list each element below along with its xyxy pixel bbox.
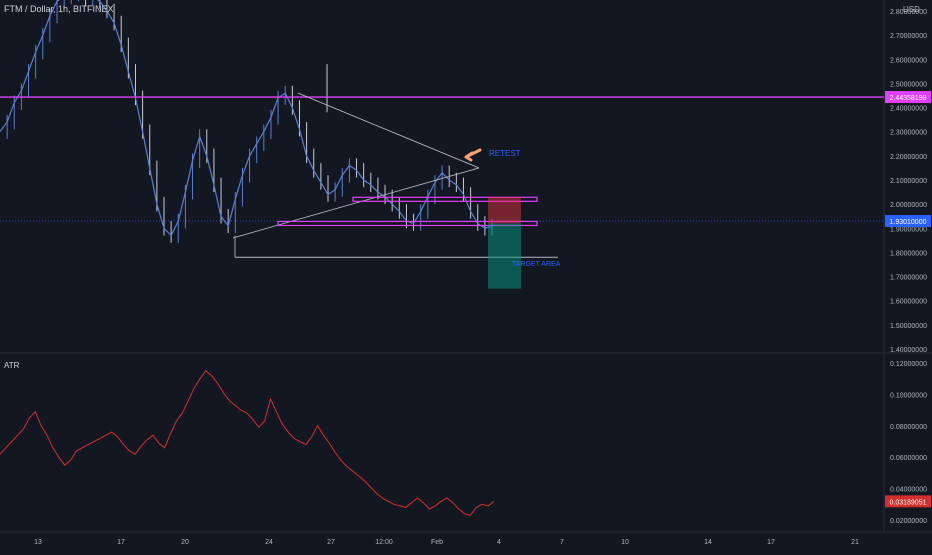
price-tick-label: 1.90000000 — [890, 226, 927, 233]
time-tick-label: 4 — [497, 539, 501, 546]
time-tick-label: Feb — [431, 539, 443, 546]
time-tick-label: 17 — [117, 539, 125, 546]
price-tick-label: 2.00000000 — [890, 202, 927, 209]
price-tick-label: 2.10000000 — [890, 178, 927, 185]
lower-trendline — [232, 167, 480, 239]
atr-tick-label: 0.02000000 — [890, 518, 927, 525]
time-tick-label: 7 — [560, 539, 564, 546]
currency-label: USD — [903, 5, 920, 14]
price-tick-label: 2.40000000 — [890, 106, 927, 113]
symbol-header: FTM / Dollar, 1h, BITFINEX — [4, 4, 114, 14]
time-tick-label: 20 — [181, 539, 189, 546]
time-tick-label: 27 — [327, 539, 335, 546]
upper-trendline — [297, 92, 480, 169]
price-tick-label: 2.70000000 — [890, 33, 927, 40]
price-tick-label: 1.40000000 — [890, 347, 927, 354]
atr-value-text: 0.03189051 — [890, 499, 927, 506]
price-line — [0, 0, 493, 237]
price-tick-label: 2.20000000 — [890, 154, 927, 161]
atr-tick-label: 0.04000000 — [890, 487, 927, 494]
take-profit-box — [488, 223, 521, 289]
price-tick-label: 2.80000000 — [890, 9, 927, 16]
atr-tick-label: 0.10000000 — [890, 392, 927, 399]
atr-tick-label: 0.12000000 — [890, 361, 927, 368]
time-tick-label: 24 — [265, 539, 273, 546]
price-tick-label: 1.80000000 — [890, 250, 927, 257]
last-price-text: 1.93010000 — [890, 219, 927, 226]
atr-line — [0, 370, 495, 516]
target-area-label: TARGET AREA — [512, 261, 561, 268]
indicator-title: ATR — [4, 361, 20, 370]
resistance-price-tag — [885, 91, 931, 104]
atr-tick-label: 0.08000000 — [890, 424, 927, 431]
price-tick-label: 2.60000000 — [890, 57, 927, 64]
upper-level-zone — [352, 196, 538, 202]
time-tick-label: 10 — [621, 539, 629, 546]
last-price-tag — [885, 215, 931, 228]
time-tick-label: 12:00 — [375, 539, 393, 546]
lower-level-zone — [277, 220, 538, 227]
retest-arrow — [464, 148, 482, 162]
price-tick-label: 1.70000000 — [890, 275, 927, 282]
price-tick-label: 2.30000000 — [890, 130, 927, 137]
time-tick-label: 14 — [704, 539, 712, 546]
retest-label: RETEST — [489, 149, 521, 158]
atr-value-tag — [885, 495, 931, 508]
price-tick-label: 1.60000000 — [890, 299, 927, 306]
price-tick-label: 1.50000000 — [890, 323, 927, 330]
atr-tick-label: 0.06000000 — [890, 455, 927, 462]
time-tick-label: 17 — [767, 539, 775, 546]
time-tick-label: 13 — [34, 539, 42, 546]
time-tick-label: 21 — [851, 539, 859, 546]
price-tick-label: 2.50000000 — [890, 81, 927, 88]
stop-loss-box — [488, 196, 521, 224]
resistance-price-text: 2.44358198 — [890, 95, 927, 102]
